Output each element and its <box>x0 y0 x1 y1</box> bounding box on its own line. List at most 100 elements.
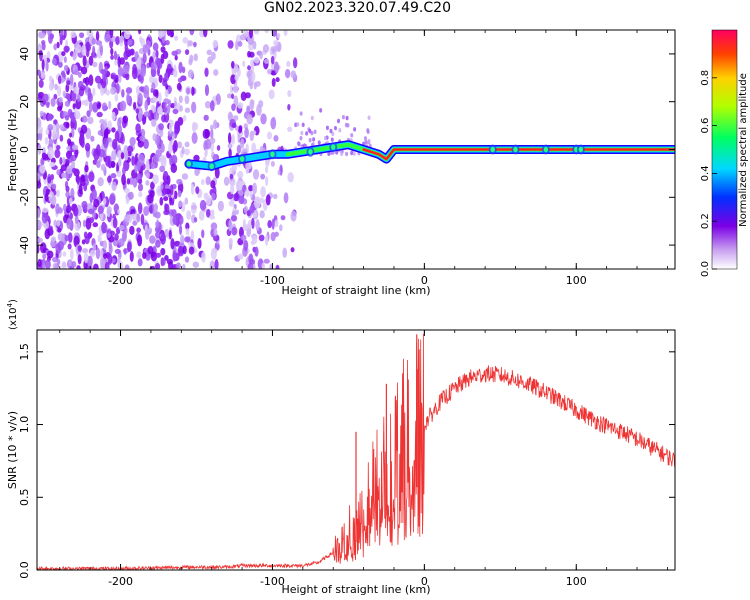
spectrogram-noise-blob <box>91 38 97 45</box>
spectrogram-noise-blob <box>213 69 219 76</box>
spectrogram-noise-blob <box>76 174 80 185</box>
spectrogram-noise-blob <box>88 55 94 66</box>
spectrogram-noise-blob <box>172 143 176 154</box>
spectrogram-noise-blob <box>223 176 230 186</box>
spectrogram-noise-blob <box>260 113 267 125</box>
spectrogram-noise-blob <box>85 48 90 58</box>
spectrogram-noise-blob <box>287 90 292 98</box>
spectrogram-noise-blob <box>235 180 243 191</box>
colorbar-gradient <box>712 30 737 269</box>
spectrogram-noise-blob <box>79 174 87 186</box>
spectrogram-noise-blob <box>80 66 88 75</box>
spectrogram-noise-blob <box>170 30 174 38</box>
spectrogram-noise-blob <box>67 232 73 243</box>
spectrogram-noise-blob <box>341 114 345 120</box>
spectrogram-noise-blob <box>64 234 69 242</box>
spectrogram-noise-blob <box>150 181 155 190</box>
spectrogram-noise-blob <box>290 247 295 253</box>
spectrogram-noise-blob <box>105 33 111 40</box>
spectrogram-noise-blob <box>64 114 70 121</box>
spectrogram-noise-blob <box>165 39 170 46</box>
spectrogram-noise-blob <box>237 253 244 260</box>
spectrogram-noise-blob <box>110 173 117 179</box>
spectrogram-noise-blob <box>42 207 48 214</box>
spectrogram-noise-blob <box>107 120 112 130</box>
spectrogram-noise-blob <box>193 154 200 162</box>
spectrogram-ridge-bump-core <box>490 146 495 153</box>
spectrogram-noise-blob <box>182 36 189 44</box>
spectrogram-noise-blob <box>137 109 143 122</box>
spectrogram-noise-blob <box>95 144 101 157</box>
spectrogram-noise-blob <box>344 122 348 128</box>
spectrogram-noise-blob <box>71 144 79 151</box>
spectrogram-noise-blob <box>269 263 273 269</box>
spectrogram-noise-blob <box>190 230 195 242</box>
spectrogram-noise-blob <box>70 187 75 199</box>
spectrogram-noise-blob <box>242 60 246 67</box>
spectrogram-noise-blob <box>210 247 217 260</box>
spectrogram-noise-blob <box>158 74 163 84</box>
spectrogram-noise-blob <box>199 199 207 211</box>
spectrogram-noise-blob <box>77 245 82 252</box>
spectrogram-noise-blob <box>124 42 128 54</box>
spectrogram-noise-blob <box>84 142 91 152</box>
spectrogram-noise-blob <box>345 151 349 157</box>
spectrogram-noise-blob <box>93 198 100 208</box>
spectrogram-noise-blob <box>168 122 173 134</box>
spectrogram-noise-blob <box>145 229 150 240</box>
spectrogram-noise-blob <box>214 259 219 269</box>
spectrogram-noise-blob <box>115 82 120 95</box>
spectrogram-noise-blob <box>176 262 181 269</box>
spectrogram-noise-blob <box>217 200 224 212</box>
spectrogram-noise-blob <box>62 90 67 98</box>
spectrogram-noise-blob <box>66 80 71 86</box>
spectrogram-noise-blob <box>308 128 312 134</box>
spectrogram-noise-blob <box>164 72 169 80</box>
spectrogram-noise-blob <box>245 162 252 170</box>
spectrogram-noise-blob <box>335 150 339 155</box>
spectrogram-noise-blob <box>112 217 118 229</box>
spectrogram-noise-blob <box>323 136 327 141</box>
spectrogram-noise-blob <box>214 166 220 179</box>
spectrogram-noise-blob <box>60 110 64 117</box>
spectrogram-noise-blob <box>107 253 113 265</box>
spectrogram-noise-blob <box>245 223 253 229</box>
spectrogram-noise-blob <box>228 148 232 159</box>
spectrogram-noise-blob <box>37 244 40 254</box>
spectrogram-noise-blob <box>252 40 257 50</box>
spectrogram-noise-blob <box>66 165 74 175</box>
spectrogram-noise-blob <box>37 132 41 141</box>
spectrogram-noise-blob <box>160 53 165 64</box>
spectrogram-noise-blob <box>141 114 146 125</box>
spectrogram-noise-blob <box>272 193 278 200</box>
spectrogram-noise-blob <box>129 176 134 185</box>
spectrogram-noise-blob <box>102 197 107 206</box>
spectrogram-noise-blob <box>248 184 254 192</box>
spectrogram-noise-blob <box>125 87 133 94</box>
spectrogram-noise-blob <box>164 228 170 238</box>
spectrogram-noise-blob <box>363 136 367 141</box>
snr-xlabel: Height of straight line (km) <box>281 583 430 596</box>
spectrogram-noise-blob <box>95 247 101 260</box>
spectrogram-noise-blob <box>287 172 294 183</box>
spectrogram-noise-blob <box>41 40 46 46</box>
spectrogram-noise-blob <box>155 252 162 258</box>
spectrogram-noise-blob <box>115 36 120 46</box>
spectrogram-noise-blob <box>166 63 172 75</box>
spectrogram-noise-blob <box>167 99 172 107</box>
spectrogram-noise-blob <box>118 238 125 247</box>
spectrogram-noise-blob <box>94 75 102 84</box>
spectrogram-noise-blob <box>191 86 195 96</box>
spectrogram-noise-blob <box>51 195 57 206</box>
spectrogram-noise-blob <box>259 197 265 204</box>
spectrogram-noise-blob <box>42 112 47 121</box>
spectrogram-noise-blob <box>57 75 62 85</box>
spectrogram-noise-blob <box>92 45 96 58</box>
spectrogram-noise-blob <box>259 210 265 219</box>
spectrogram-noise-blob <box>240 234 247 241</box>
spectrogram-noise-blob <box>49 161 56 167</box>
snr-ytick-label: 1.0 <box>18 416 31 434</box>
spectrogram-noise-blob <box>82 219 87 228</box>
colorbar-tick-label: 0.6 <box>700 118 711 134</box>
spectrogram-noise-blob <box>142 52 147 64</box>
